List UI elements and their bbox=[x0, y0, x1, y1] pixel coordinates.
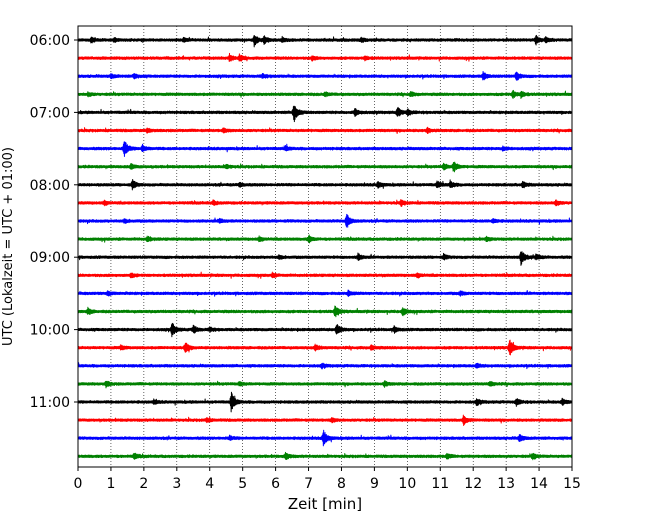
trace-1015 bbox=[77, 339, 573, 356]
trace-0930 bbox=[77, 289, 573, 298]
trace-0845 bbox=[77, 234, 573, 244]
x-tick-label: 0 bbox=[74, 476, 83, 492]
y-tick-label: 09:00 bbox=[30, 250, 70, 266]
y-tick-label: 08:00 bbox=[30, 178, 70, 194]
x-tick-label: 4 bbox=[205, 476, 214, 492]
trace-1100 bbox=[77, 391, 573, 413]
trace-1145 bbox=[77, 451, 573, 461]
x-tick-label: 7 bbox=[304, 476, 313, 492]
trace-0715 bbox=[77, 126, 573, 134]
x-tick-label: 1 bbox=[106, 476, 115, 492]
x-tick-label: 14 bbox=[530, 476, 548, 492]
y-tick-label: 10:00 bbox=[30, 323, 70, 339]
trace-0815 bbox=[77, 199, 573, 207]
x-axis-label: Zeit [min] bbox=[288, 495, 362, 513]
trace-0700 bbox=[77, 105, 573, 123]
x-tick-label: 9 bbox=[370, 476, 379, 492]
x-tick-label: 10 bbox=[398, 476, 416, 492]
x-tick-label: 13 bbox=[497, 476, 515, 492]
x-tick-label: 3 bbox=[172, 476, 181, 492]
trace-0745 bbox=[77, 161, 573, 173]
trace-0600 bbox=[77, 34, 573, 48]
trace-0730 bbox=[77, 141, 573, 157]
trace-0915 bbox=[77, 271, 573, 279]
y-axis-label: UTC (Lokalzeit = UTC + 01:00) bbox=[1, 147, 16, 346]
trace-1000 bbox=[77, 322, 573, 338]
plot-frame bbox=[77, 25, 573, 468]
x-axis: 0 1 2 3 4 5 6 7 8 9 10 11 12 13 14 15 bbox=[74, 467, 581, 492]
trace-1115 bbox=[77, 414, 573, 426]
x-tick-label: 15 bbox=[563, 476, 581, 492]
trace-group bbox=[77, 34, 573, 461]
trace-1030 bbox=[77, 362, 573, 370]
trace-0945 bbox=[77, 305, 573, 318]
x-tick-label: 6 bbox=[271, 476, 280, 492]
trace-0615 bbox=[77, 52, 573, 62]
y-axis: 06:00 07:00 08:00 09:00 10:00 11:00 bbox=[30, 33, 78, 411]
trace-1130 bbox=[77, 429, 573, 447]
trace-0645 bbox=[77, 89, 573, 99]
trace-1045 bbox=[77, 379, 573, 389]
y-tick-label: 11:00 bbox=[30, 395, 70, 411]
x-tick-label: 5 bbox=[238, 476, 247, 492]
trace-0800 bbox=[77, 178, 573, 191]
trace-0630 bbox=[77, 70, 573, 81]
trace-0830 bbox=[77, 213, 573, 228]
trace-0900 bbox=[77, 251, 573, 266]
y-tick-label: 06:00 bbox=[30, 33, 70, 49]
x-tick-label: 2 bbox=[139, 476, 148, 492]
y-tick-label: 07:00 bbox=[30, 105, 70, 121]
x-tick-label: 12 bbox=[464, 476, 482, 492]
x-tick-label: 8 bbox=[337, 476, 346, 492]
x-tick-label: 11 bbox=[431, 476, 449, 492]
